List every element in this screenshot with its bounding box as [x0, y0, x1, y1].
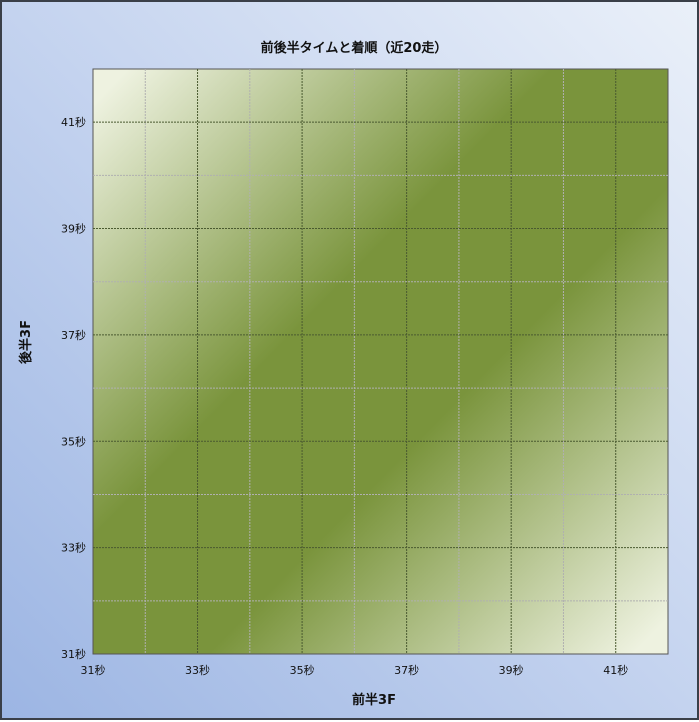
x-tick-label: 41秒 — [603, 663, 628, 677]
x-tick-label: 35秒 — [290, 663, 315, 677]
plot-area — [92, 68, 669, 655]
x-tick-label: 31秒 — [81, 663, 106, 677]
grid — [93, 69, 668, 654]
x-axis-label: 前半3F — [352, 692, 396, 708]
y-tick-label: 41秒 — [61, 115, 86, 129]
chart-title: 前後半タイムと着順（近20走） — [261, 40, 448, 56]
x-tick-label: 37秒 — [394, 663, 419, 677]
x-axis-ticks: 31秒 33秒 35秒 37秒 39秒 41秒 — [81, 663, 629, 677]
y-tick-label: 37秒 — [61, 328, 86, 342]
y-axis-ticks: 31秒 33秒 35秒 37秒 39秒 41秒 — [61, 115, 86, 661]
y-tick-label: 31秒 — [61, 647, 86, 661]
x-tick-label: 39秒 — [499, 663, 524, 677]
y-tick-label: 35秒 — [61, 434, 86, 448]
y-tick-label: 33秒 — [61, 541, 86, 555]
x-tick-label: 33秒 — [185, 663, 210, 677]
y-tick-label: 39秒 — [61, 222, 86, 236]
y-axis-label: 後半3F — [18, 320, 34, 364]
